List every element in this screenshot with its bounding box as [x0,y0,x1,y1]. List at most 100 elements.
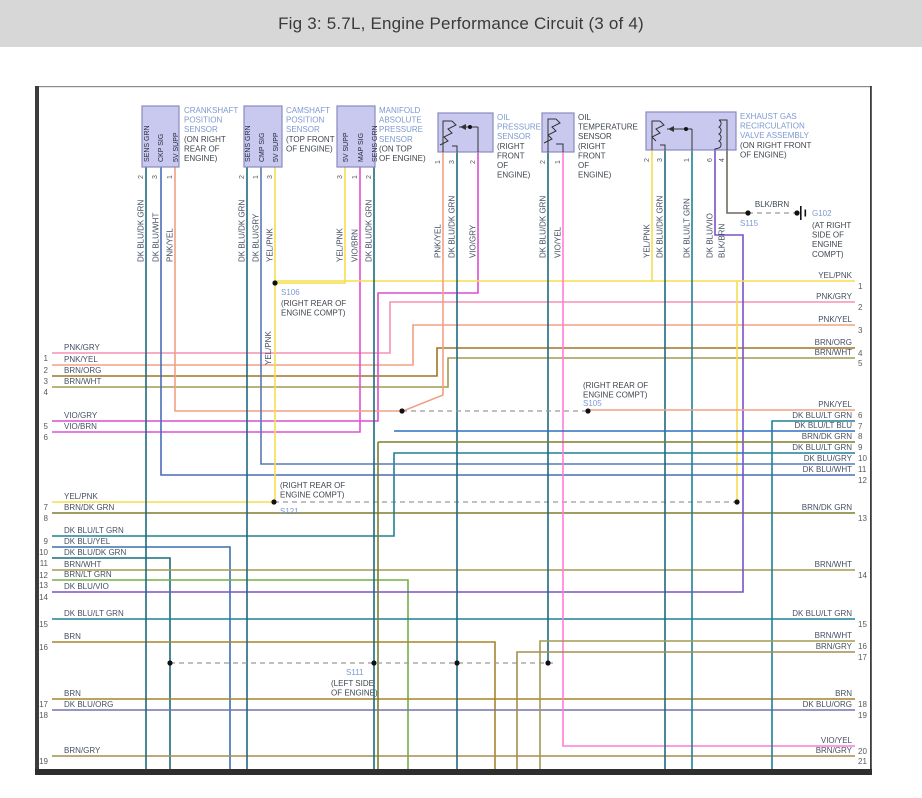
right-exit-number: 1 [858,282,863,291]
wire-pnk-yel [402,152,444,412]
resistor-zigzag [543,118,561,144]
right-exit-label: BRN/WHT [815,631,852,640]
right-exit-label: VIO/YEL [821,736,853,745]
connector-name: EXHAUST GAS [740,112,797,121]
symbol-lead [714,147,720,150]
title-bar: Fig 3: 5.7L, Engine Performance Circuit … [0,0,922,47]
pin-number: 2 [644,158,651,162]
wire-yel-pnk [275,167,346,284]
wire-dk-blu-gry [260,167,855,465]
connector-location: TEMPERATURE [578,123,638,132]
wire-color-label: PNK/YEL [166,228,175,262]
right-exit-number: 18 [858,700,867,709]
connector-location: FRONT [497,151,525,160]
left-exit-label: PNK/GRY [64,343,101,352]
connector-location: (ON TOP [379,144,412,153]
wire-pnk-gry [52,301,855,354]
connector-location: OF ENGINE) [740,150,787,159]
wire-color-label: YEL/PNK [336,228,345,262]
right-exit-number: 6 [858,411,863,420]
wire-dk-blu-vio [52,150,744,593]
connector-name: SENSOR [497,132,531,141]
junction-dot [734,499,740,505]
right-exit-number: 7 [858,422,863,431]
wire-color-label: DK BLU/DK GRN [448,196,457,258]
pin-label: 5V SUPP [173,132,180,162]
frame-left [35,86,39,775]
right-exit-number: 19 [858,711,867,720]
wiper-arrowhead [668,126,674,132]
splice-location: ENGINE COMPT) [280,491,345,500]
ground-id: G102 [812,209,832,218]
symbol-lead [719,119,728,150]
ground-location: (AT RIGHT [812,221,851,230]
left-exit-number: 3 [44,377,49,386]
left-exit-label: BRN/DK GRN [64,503,114,512]
connector-location: OF [578,161,589,170]
right-exit-number: 16 [858,642,867,651]
right-exit-label: BRN/ORG [815,338,852,347]
left-exit-label: BRN/WHT [64,377,101,386]
pin-label: SENS GRN [245,125,252,162]
left-exit-number: 18 [39,711,48,720]
connector-oil-temperature-sensor: OILTEMPERATURESENSOR(RIGHTFRONTOFENGINE)… [539,112,638,258]
junction-dot [371,660,377,666]
junction-dot [167,660,173,666]
right-exit-label: BRN/GRY [816,746,853,755]
symbol-dot [468,125,472,129]
left-exit-number: 6 [44,433,49,442]
right-exit-number: 2 [858,303,863,312]
pin-label: CKP SIG [158,134,165,162]
connector-location: ENGINE) [578,171,612,180]
right-exit-number: 11 [858,465,867,474]
symbol-lead [651,120,660,150]
connector-location: ENGINE) [184,154,218,163]
frame-right [870,86,872,775]
right-exit-label: BRN/WHT [815,560,852,569]
splice-id: S111 [346,668,364,677]
wire-vio-gry [52,152,479,422]
wire-color-label: VIO/GRY [469,224,478,258]
left-exit-number: 4 [44,388,49,397]
wire-color-label: VIO/YEL [554,226,563,258]
junction-dot [545,660,551,666]
wire-color-label: DK BLU/DK GRN [656,196,665,258]
pin-label: MAP SIG [358,133,365,162]
pin-number: 1 [352,175,359,179]
pin-number: 1 [555,160,562,164]
connector-name: ABSOLUTE [379,116,422,125]
wire-color-label: DK BLU/DK GRN [365,200,374,262]
pin-number: 2 [138,175,145,179]
figure-title: Fig 3: 5.7L, Engine Performance Circuit … [278,13,644,33]
right-exit-label: PNK/YEL [818,315,852,324]
ground-location: ENGINE [812,240,843,249]
right-exit-label: PNK/YEL [818,400,852,409]
right-exit-label: BRN/DK GRN [802,503,852,512]
right-exit-label: DK BLU/LT BLU [794,421,852,430]
wire-color-label: YEL/PNK [264,331,273,365]
ground-symbol [804,209,807,217]
left-exit-number: 1 [44,354,49,363]
left-exit-number: 13 [39,581,48,590]
left-exit-label: BRN/WHT [64,560,101,569]
wire-color-label: VIO/BRN [351,229,360,262]
wire-dk-blu-yel [52,546,231,769]
wire-color-label: PNK/YEL [434,224,443,258]
connector-location: (RIGHT [578,142,606,151]
wire-blk-brn [726,150,748,214]
connector-name: MANIFOLD [379,106,421,115]
left-exit-number: 19 [39,757,48,766]
splice-location: (RIGHT REAR OF [280,481,345,490]
wire-color-label: DK BLU/GRY [252,213,261,262]
wire-color-label: DK BLU/DK GRN [238,200,247,262]
connector-box [437,112,494,153]
left-exit-label: DK BLU/LT GRN [64,609,124,618]
left-exit-number: 8 [44,514,49,523]
right-exit-number: 17 [858,653,867,662]
right-exit-label: BRN/DK GRN [802,432,852,441]
